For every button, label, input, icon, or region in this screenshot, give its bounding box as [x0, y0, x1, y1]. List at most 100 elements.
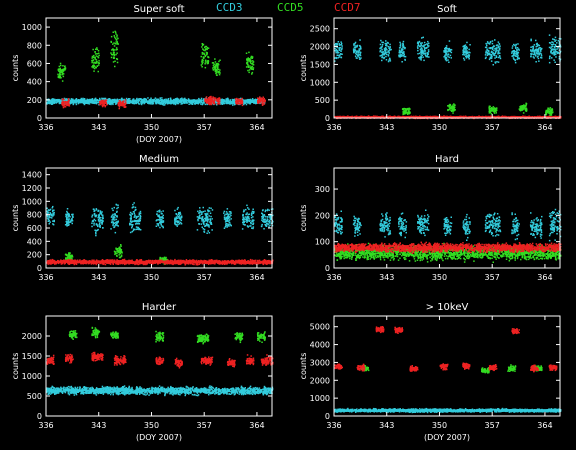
data-point	[539, 52, 542, 54]
data-point	[445, 47, 448, 49]
data-point	[517, 53, 519, 55]
data-point	[131, 99, 133, 102]
data-point	[139, 98, 141, 100]
data-point	[115, 101, 117, 103]
data-point	[96, 60, 98, 63]
data-point	[466, 55, 468, 58]
data-point	[144, 98, 146, 100]
data-point	[251, 68, 253, 70]
data-point	[551, 44, 554, 46]
data-point	[59, 62, 62, 65]
data-point	[407, 107, 409, 110]
data-point	[171, 101, 174, 103]
data-point	[132, 98, 135, 100]
data-point	[449, 54, 452, 57]
data-point	[210, 102, 212, 104]
data-point	[497, 47, 499, 49]
data-point	[421, 48, 423, 50]
data-point	[447, 48, 450, 50]
data-point	[380, 39, 382, 42]
data-point	[516, 51, 519, 54]
data-point	[94, 56, 96, 59]
data-point	[108, 101, 111, 104]
data-point	[219, 102, 222, 104]
data-point	[98, 54, 100, 57]
data-point	[426, 55, 429, 57]
data-point	[492, 115, 494, 118]
data-point	[444, 58, 447, 61]
data-point	[181, 100, 183, 102]
data-point	[176, 99, 178, 102]
data-point	[379, 47, 381, 50]
data-point	[443, 50, 445, 52]
data-point	[183, 98, 186, 100]
data-point	[98, 62, 100, 64]
data-point	[137, 99, 140, 101]
data-point	[134, 99, 136, 102]
data-point	[72, 98, 74, 100]
data-point	[240, 97, 242, 100]
data-point	[217, 101, 219, 103]
data-point	[236, 97, 238, 100]
data-point	[381, 41, 383, 44]
data-point	[383, 54, 385, 56]
data-point	[145, 99, 147, 102]
data-point	[558, 58, 561, 60]
data-point	[163, 98, 166, 101]
data-point	[215, 64, 218, 67]
data-point	[530, 55, 532, 57]
data-point	[55, 99, 58, 101]
data-point	[201, 63, 204, 65]
data-point	[454, 104, 456, 106]
data-point	[499, 57, 502, 60]
data-point	[495, 55, 498, 57]
data-point	[113, 54, 116, 57]
data-point	[489, 116, 491, 118]
data-point	[488, 108, 490, 110]
data-point	[486, 51, 489, 54]
data-point	[237, 101, 239, 103]
data-point	[124, 105, 126, 107]
data-point	[123, 104, 125, 107]
data-point	[448, 61, 450, 63]
data-point	[110, 53, 113, 56]
data-point	[335, 43, 337, 45]
data-point	[381, 56, 383, 59]
data-point	[449, 50, 451, 53]
data-point	[165, 99, 168, 101]
data-point	[174, 100, 177, 103]
data-point	[402, 42, 404, 45]
data-point	[121, 97, 123, 100]
data-point	[50, 101, 52, 103]
data-point	[181, 102, 184, 105]
data-point	[214, 64, 217, 67]
data-point	[77, 99, 79, 102]
data-point	[61, 100, 63, 102]
data-point	[490, 109, 492, 111]
data-point	[554, 36, 557, 39]
data-point	[495, 44, 498, 47]
data-point	[102, 99, 104, 102]
data-point	[546, 109, 549, 111]
data-point	[357, 50, 359, 52]
data-point	[486, 48, 488, 50]
data-point	[418, 52, 421, 55]
data-point	[523, 107, 525, 109]
data-point	[535, 52, 538, 54]
data-point	[226, 98, 229, 101]
data-point	[114, 30, 116, 33]
data-point	[445, 50, 448, 52]
data-point	[146, 100, 148, 103]
data-point	[550, 49, 553, 52]
data-point	[207, 56, 209, 58]
data-point	[249, 59, 251, 61]
data-point	[63, 104, 65, 106]
data-point	[88, 103, 91, 105]
data-point	[218, 102, 221, 104]
data-point	[105, 99, 108, 101]
data-point	[71, 99, 73, 101]
data-point	[548, 34, 551, 36]
data-point	[249, 98, 252, 101]
data-point	[382, 41, 384, 44]
data-point	[245, 103, 248, 106]
